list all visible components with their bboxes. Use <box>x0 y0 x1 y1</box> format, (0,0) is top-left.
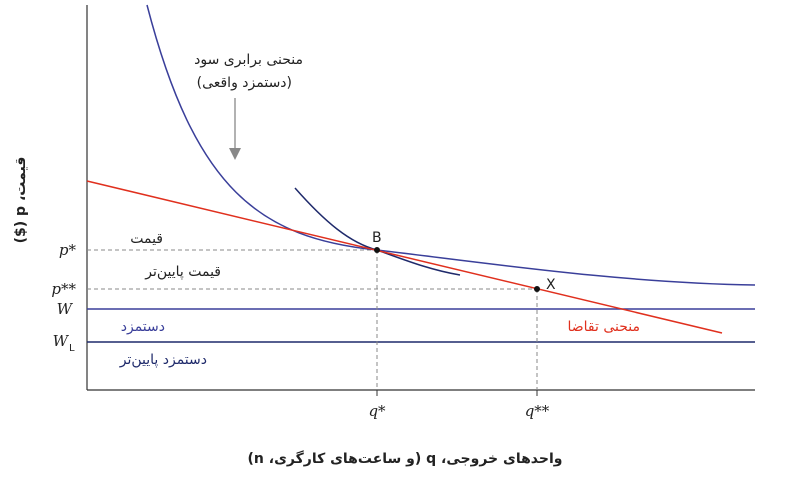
arrow-head <box>229 148 241 160</box>
point-label: B <box>372 230 382 246</box>
label: منحنی تقاضا <box>567 319 640 335</box>
y-tick-label: p* <box>59 241 77 259</box>
y-tick-sub: L <box>69 343 75 354</box>
label: دستمزد پایین‌تر <box>119 352 207 368</box>
label: قیمت پایین‌تر <box>144 264 221 280</box>
demand-curve <box>86 180 723 334</box>
x-axis-label: واحدهای خروجی، q (و ساعت‌های کارگری، n) <box>248 450 563 467</box>
label: دستمزد <box>121 319 165 335</box>
point-x <box>534 286 540 292</box>
x-tick-label: q* <box>368 402 386 420</box>
point-label: X <box>546 277 556 293</box>
y-tick-label: p** <box>51 280 76 298</box>
isoprofit-curve <box>146 4 756 286</box>
curve-label: منحنی برابری سود <box>194 52 303 68</box>
point-b <box>374 247 380 253</box>
label: قیمت <box>130 231 163 247</box>
y-tick-label: W <box>53 332 70 350</box>
curve-label: (دستمزد واقعی) <box>197 75 292 91</box>
y-tick-label: W <box>57 300 74 318</box>
y-axis-label: قیمت، p ($) <box>13 157 29 244</box>
x-tick-label: q** <box>525 402 550 420</box>
